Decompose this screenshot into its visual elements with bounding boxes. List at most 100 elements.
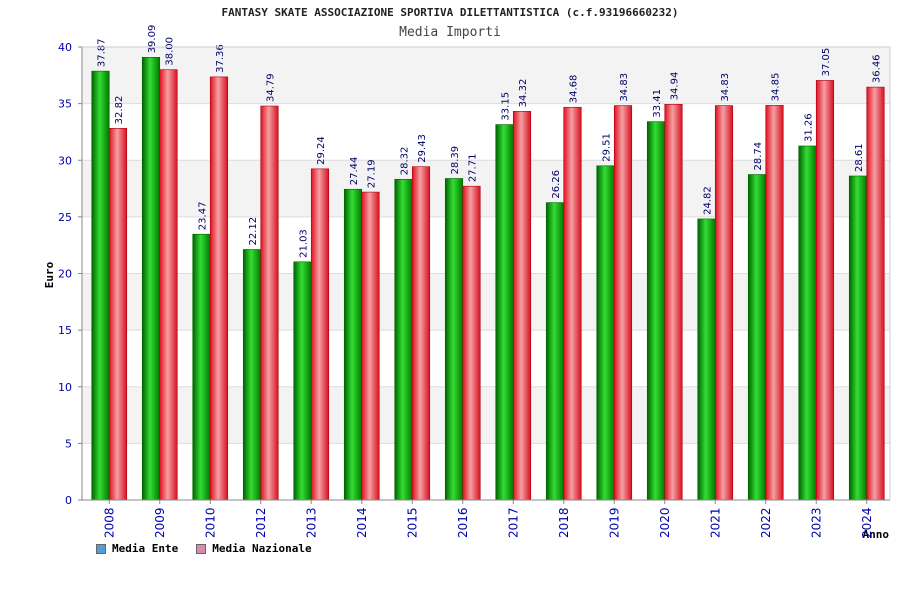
value-label: 33.41	[652, 89, 663, 118]
bar-media-ente	[848, 175, 868, 501]
value-label: 34.94	[670, 72, 681, 101]
value-label: 27.44	[349, 157, 360, 186]
x-tick-label: 2014	[355, 507, 369, 538]
bar-media-ente	[192, 233, 211, 501]
y-tick-label: 20	[58, 268, 72, 281]
y-tick-label: 0	[65, 494, 72, 507]
x-tick-label: 2020	[658, 507, 672, 538]
bar-media-nazionale	[563, 106, 582, 501]
y-tick-label: 25	[58, 211, 72, 224]
bar-media-nazionale	[159, 69, 178, 501]
x-tick-label: 2012	[254, 507, 268, 538]
bar-media-nazionale	[512, 111, 532, 501]
x-tick-label: 2023	[809, 507, 823, 538]
bar-media-ente	[242, 249, 262, 501]
bar-media-nazionale	[765, 105, 784, 501]
y-tick-label: 15	[58, 324, 72, 337]
value-label: 34.83	[720, 73, 731, 102]
legend-item-media-nazionale: Media Nazionale	[196, 542, 312, 555]
value-label: 29.51	[602, 133, 613, 162]
value-label: 29.24	[316, 136, 327, 165]
value-label: 37.87	[97, 38, 108, 67]
bar-media-nazionale	[411, 166, 431, 501]
bar-media-ente	[798, 145, 817, 501]
value-label: 27.19	[367, 159, 378, 188]
value-label: 31.26	[804, 113, 815, 142]
value-label: 23.47	[198, 202, 209, 231]
bar-media-ente	[343, 188, 363, 501]
x-tick-label: 2017	[506, 507, 520, 538]
value-label: 39.09	[147, 25, 158, 54]
value-label: 34.79	[266, 73, 277, 102]
bar-media-ente	[141, 57, 161, 501]
value-label: 34.85	[771, 73, 782, 102]
x-tick-label: 2018	[557, 507, 571, 538]
bar-media-nazionale	[108, 128, 128, 501]
value-label: 37.36	[215, 44, 226, 73]
chart-subtitle: Media Importi	[399, 25, 501, 40]
legend: Media Ente Media Nazionale	[96, 542, 312, 555]
bar-media-ente	[91, 70, 110, 501]
legend-item-media-ente: Media Ente	[96, 542, 178, 555]
bars	[91, 57, 885, 501]
value-label: 37.05	[821, 48, 832, 77]
bar-media-ente	[697, 218, 716, 501]
bar-media-nazionale	[866, 86, 885, 501]
legend-swatch	[196, 543, 207, 554]
bar-media-nazionale	[209, 76, 229, 501]
x-tick-label: 2009	[153, 507, 167, 538]
axes: 0 5 10 15 20 25 30 35 40 Euro Anno 2008 2009 2010 2012…	[43, 41, 891, 541]
x-tick-label: 2019	[607, 507, 621, 538]
bar-media-ente	[747, 174, 767, 501]
bar-media-ente	[394, 178, 413, 501]
y-tick-label: 40	[58, 41, 72, 54]
value-label: 24.82	[703, 186, 714, 215]
x-tick-label: 2024	[860, 507, 874, 538]
y-tick-label: 35	[58, 98, 72, 111]
bar-media-ente	[293, 261, 312, 501]
bar-media-nazionale	[462, 185, 481, 501]
bar-media-nazionale	[361, 191, 380, 501]
legend-label: Media Nazionale	[212, 542, 312, 555]
bar-media-ente	[646, 121, 666, 501]
value-label: 32.82	[114, 96, 125, 125]
bar-media-nazionale	[260, 105, 279, 501]
x-tick-label: 2008	[102, 507, 116, 538]
value-label: 38.00	[165, 37, 176, 66]
value-label: 28.74	[753, 142, 764, 171]
bar-media-nazionale	[310, 168, 330, 501]
value-label: 29.43	[417, 134, 428, 163]
bar-media-nazionale	[613, 105, 633, 501]
bar-media-ente	[495, 124, 514, 501]
value-label: 26.26	[551, 170, 562, 199]
legend-swatch	[96, 543, 106, 554]
grid-band	[82, 47, 890, 104]
x-axis-label: Anno	[863, 528, 890, 541]
bar-media-nazionale	[815, 80, 835, 501]
x-tick-label: 2016	[456, 507, 470, 538]
bar-media-nazionale	[664, 104, 683, 501]
value-label: 28.39	[450, 146, 461, 175]
value-label: 34.68	[569, 75, 580, 104]
bar-media-ente	[596, 165, 615, 501]
value-label: 33.15	[501, 92, 512, 121]
x-tick-label: 2022	[759, 507, 773, 538]
x-tick-label: 2015	[405, 507, 419, 538]
y-tick-label: 10	[58, 381, 72, 394]
x-tick-label: 2013	[304, 507, 318, 538]
value-label: 28.61	[854, 143, 865, 172]
value-label: 21.03	[299, 229, 310, 258]
y-tick-label: 30	[58, 154, 72, 167]
value-label: 34.32	[518, 79, 529, 108]
value-label: 22.12	[248, 217, 259, 246]
x-tick-label: 2010	[203, 507, 217, 538]
value-label: 28.32	[400, 147, 411, 176]
value-label: 27.71	[468, 154, 479, 183]
chart-title: FANTASY SKATE ASSOCIAZIONE SPORTIVA DILE…	[221, 6, 679, 19]
y-axis-label: Euro	[43, 261, 56, 288]
value-label: 36.46	[872, 54, 883, 83]
y-tick-label: 5	[65, 437, 72, 450]
x-tick-label: 2021	[708, 507, 722, 538]
legend-label: Media Ente	[112, 542, 179, 555]
